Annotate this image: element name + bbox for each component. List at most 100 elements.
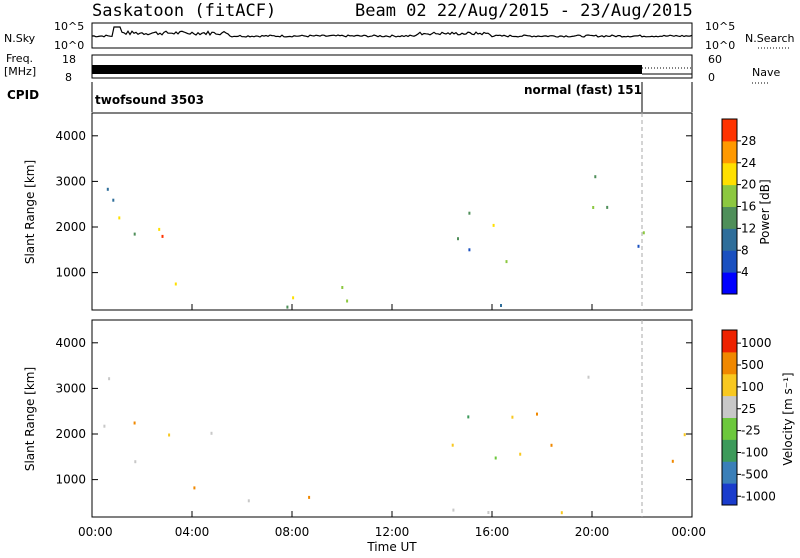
heatmap-cell	[346, 299, 349, 303]
heatmap-cell	[468, 211, 471, 215]
heatmap-cell	[683, 433, 686, 437]
heatmap-cell	[118, 216, 121, 220]
colorbar-segment	[722, 373, 737, 397]
colorbar-segment	[722, 162, 737, 186]
power-colorbar-label: Power [dB]	[758, 179, 772, 244]
heatmap-cell	[519, 452, 522, 456]
heatmap-cell	[457, 237, 459, 241]
colorbar-segment	[722, 395, 737, 418]
heatmap-cell	[587, 375, 590, 379]
colorbar-segment	[722, 206, 737, 229]
x-axis-label: Time UT	[366, 540, 417, 554]
heatmap-cell	[451, 443, 454, 447]
heatmap-cell	[193, 486, 196, 490]
x-tick-label: 16:00	[475, 525, 510, 539]
y-tick-label: 3000	[55, 381, 86, 395]
cpid-mode-2: normal (fast) 151	[524, 83, 642, 97]
velocity-colorbar: 1000 500 100 25 -25 -100 -500 -1000	[721, 329, 776, 506]
freq-band	[92, 65, 642, 74]
power-ylabel: Slant Range [km]	[23, 160, 37, 264]
heatmap-cell	[134, 460, 137, 464]
heatmap-cell	[292, 296, 295, 300]
heatmap-cell	[560, 511, 563, 515]
heatmap-cell	[308, 495, 311, 499]
velocity-yticks: 4000 3000 2000 1000	[55, 336, 692, 487]
nsky-trace	[91, 26, 693, 38]
heatmap-cell	[168, 433, 171, 437]
colorbar-tick-label: 8	[741, 243, 749, 257]
heatmap-cell	[247, 499, 250, 503]
freq-tick-low: 8	[65, 71, 72, 84]
y-tick-label: 1000	[55, 473, 86, 487]
beam-date-title: Beam 02 22/Aug/2015 - 23/Aug/2015	[355, 1, 693, 21]
heatmap-cell	[642, 231, 645, 235]
colorbar-frame	[721, 329, 738, 506]
heatmap-cell	[492, 223, 495, 227]
colorbar-segment	[722, 351, 737, 375]
x-tick-label: 08:00	[275, 525, 310, 539]
x-tick-label: 12:00	[375, 525, 410, 539]
nave-label: Nave	[752, 66, 780, 79]
colorbar-tick-label: 100	[741, 380, 764, 394]
nsearch-label: N.Search	[745, 32, 795, 45]
colorbar-tick-label: 28	[741, 134, 756, 148]
heatmap-cell	[505, 260, 508, 264]
nsearch-tick-low: 10^0	[705, 39, 735, 52]
colorbar-segment	[722, 250, 737, 273]
heatmap-cell	[592, 206, 595, 209]
station-title: Saskatoon (fitACF)	[92, 1, 276, 21]
colorbar-segment	[722, 439, 737, 462]
colorbar-tick-label: -25	[741, 424, 761, 438]
heatmap-cell	[133, 232, 136, 236]
heatmap-cell	[550, 443, 553, 447]
heatmap-cell	[161, 234, 164, 238]
nsearch-tick-high: 10^5	[705, 20, 735, 33]
velocity-panel-frame	[91, 319, 693, 518]
heatmap-cell	[467, 415, 470, 419]
x-tick-label: 00:00	[671, 525, 706, 539]
colorbar-tick-label: -1000	[741, 489, 776, 503]
heatmap-cell	[174, 282, 177, 286]
x-tick-label: 04:00	[175, 525, 210, 539]
heatmap-cell	[468, 248, 471, 252]
y-tick-label: 4000	[55, 336, 86, 350]
colorbar-tick-label: 500	[741, 358, 764, 372]
colorbar-segment	[722, 272, 737, 295]
colorbar-segment	[722, 483, 737, 506]
cpid-mode-1: twofsound 3503	[95, 93, 204, 107]
power-panel-frame	[91, 112, 693, 311]
heatmap-cell	[108, 377, 111, 381]
heatmap-cell	[112, 198, 115, 202]
y-tick-label: 2000	[55, 220, 86, 234]
heatmap-cell	[606, 205, 609, 209]
freq-tick-high: 18	[62, 53, 76, 66]
nsky-tick-high: 10^5	[54, 20, 84, 33]
colorbar-segment	[722, 228, 737, 251]
power-yticks: 4000 3000 2000 1000	[55, 129, 692, 280]
colorbar-segment	[722, 417, 737, 440]
heatmap-cell	[158, 227, 161, 231]
heatmap-cell	[637, 244, 640, 248]
velocity-colorbar-label: Velocity [m s⁻¹]	[781, 372, 795, 465]
heatmap-cell	[671, 459, 674, 463]
power-cells	[106, 175, 645, 309]
colorbar-tick-label: -500	[741, 467, 768, 481]
nsky-tick-low: 10^0	[54, 39, 84, 52]
x-axis-ticks: 00:00 04:00 08:00 12:00 16:00 20:00 00:00	[78, 304, 706, 539]
y-tick-label: 3000	[55, 174, 86, 188]
colorbar-tick-label: 12	[741, 221, 756, 235]
heatmap-cell	[133, 421, 136, 425]
heatmap-cell	[103, 424, 106, 428]
x-tick-label: 20:00	[575, 525, 610, 539]
colorbar-segment	[722, 184, 737, 207]
nave-tick-high: 60	[708, 53, 722, 66]
x-tick-label: 00:00	[78, 525, 113, 539]
heatmap-cell	[594, 175, 597, 179]
nave-tick-low: 0	[708, 71, 715, 84]
colorbar-segment	[722, 119, 737, 142]
heatmap-cell	[487, 511, 490, 514]
power-colorbar: 28 24 20 16 12 8 4	[721, 118, 756, 295]
y-tick-label: 4000	[55, 129, 86, 143]
velocity-ylabel: Slant Range [km]	[23, 367, 37, 471]
